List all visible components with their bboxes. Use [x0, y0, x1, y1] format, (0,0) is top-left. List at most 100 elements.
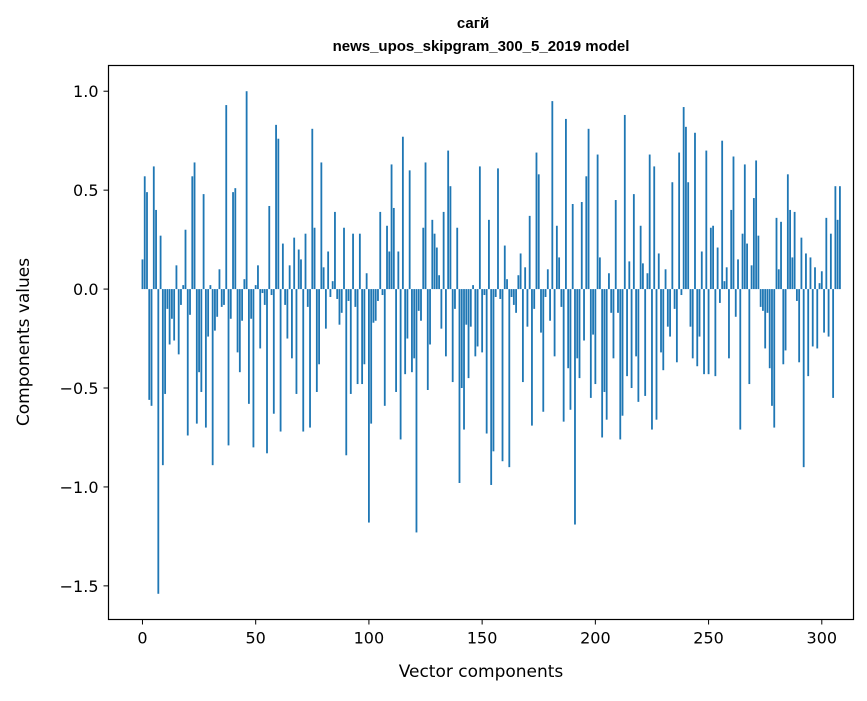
bar	[708, 289, 710, 374]
bar	[583, 289, 585, 340]
bar	[311, 129, 313, 289]
bar	[275, 125, 277, 289]
bar	[647, 273, 649, 289]
bar	[724, 281, 726, 289]
bar	[341, 289, 343, 313]
bar	[644, 289, 646, 396]
bar	[604, 289, 606, 392]
bar	[762, 289, 764, 311]
bar	[318, 289, 320, 364]
bar	[377, 289, 379, 301]
bar	[155, 210, 157, 289]
bar	[712, 226, 714, 289]
bar	[581, 202, 583, 289]
bar	[696, 289, 698, 366]
bar	[266, 289, 268, 453]
bar	[232, 192, 234, 289]
bar	[787, 174, 789, 289]
bar	[171, 289, 173, 319]
bar	[483, 289, 485, 295]
bar	[506, 279, 508, 289]
y-axis-label: Components values	[14, 258, 34, 426]
bar	[456, 228, 458, 289]
bar	[821, 271, 823, 289]
bar	[690, 289, 692, 327]
bar	[257, 265, 259, 289]
bar	[721, 141, 723, 289]
bar	[185, 230, 187, 289]
bar	[407, 289, 409, 338]
bar	[651, 289, 653, 429]
bar	[622, 289, 624, 416]
bar	[422, 228, 424, 289]
x-tick-label: 150	[467, 629, 498, 648]
bar	[348, 289, 350, 301]
x-tick-label: 0	[137, 629, 147, 648]
bar	[223, 289, 225, 305]
bar	[667, 289, 669, 327]
bar	[169, 289, 171, 344]
bar	[547, 269, 549, 289]
bar	[157, 289, 159, 594]
bar	[497, 168, 499, 289]
bar	[282, 244, 284, 290]
y-tick-label: 0.5	[73, 181, 98, 200]
bar	[726, 267, 728, 289]
bar	[613, 289, 615, 358]
bar	[807, 289, 809, 376]
bar	[463, 289, 465, 429]
bar	[782, 289, 784, 364]
bar	[486, 289, 488, 433]
bar	[563, 289, 565, 422]
bar	[649, 155, 651, 290]
bar	[637, 289, 639, 402]
bar	[685, 127, 687, 289]
bar	[309, 289, 311, 428]
bar	[717, 248, 719, 290]
bar	[289, 265, 291, 289]
bar	[839, 186, 841, 289]
bar	[730, 210, 732, 289]
bar	[597, 155, 599, 290]
bar	[268, 206, 270, 289]
bar	[699, 289, 701, 336]
bar	[221, 289, 223, 307]
bar	[633, 194, 635, 289]
x-axis-label: Vector components	[399, 662, 564, 682]
bar	[431, 220, 433, 289]
bar	[570, 289, 572, 410]
bar	[660, 289, 662, 352]
bar	[592, 289, 594, 335]
bar	[286, 289, 288, 338]
bar	[253, 289, 255, 447]
bar	[753, 198, 755, 289]
bar	[687, 182, 689, 289]
bar	[205, 289, 207, 428]
bar	[742, 234, 744, 289]
bar	[658, 253, 660, 289]
bar	[830, 234, 832, 289]
bar	[529, 216, 531, 289]
bar	[402, 137, 404, 289]
bar	[219, 269, 221, 289]
bar	[336, 289, 338, 299]
bar	[681, 289, 683, 295]
bar	[803, 289, 805, 467]
bar	[810, 257, 812, 289]
bar	[472, 285, 474, 289]
bar	[209, 285, 211, 289]
bar	[375, 289, 377, 321]
bar	[533, 289, 535, 309]
bar	[719, 289, 721, 303]
bar	[502, 289, 504, 461]
bar	[176, 265, 178, 289]
bar	[187, 289, 189, 435]
bar	[692, 289, 694, 358]
bar	[189, 289, 191, 315]
bar	[733, 157, 735, 290]
y-tick-label: −1.5	[60, 577, 99, 596]
bar	[382, 289, 384, 295]
